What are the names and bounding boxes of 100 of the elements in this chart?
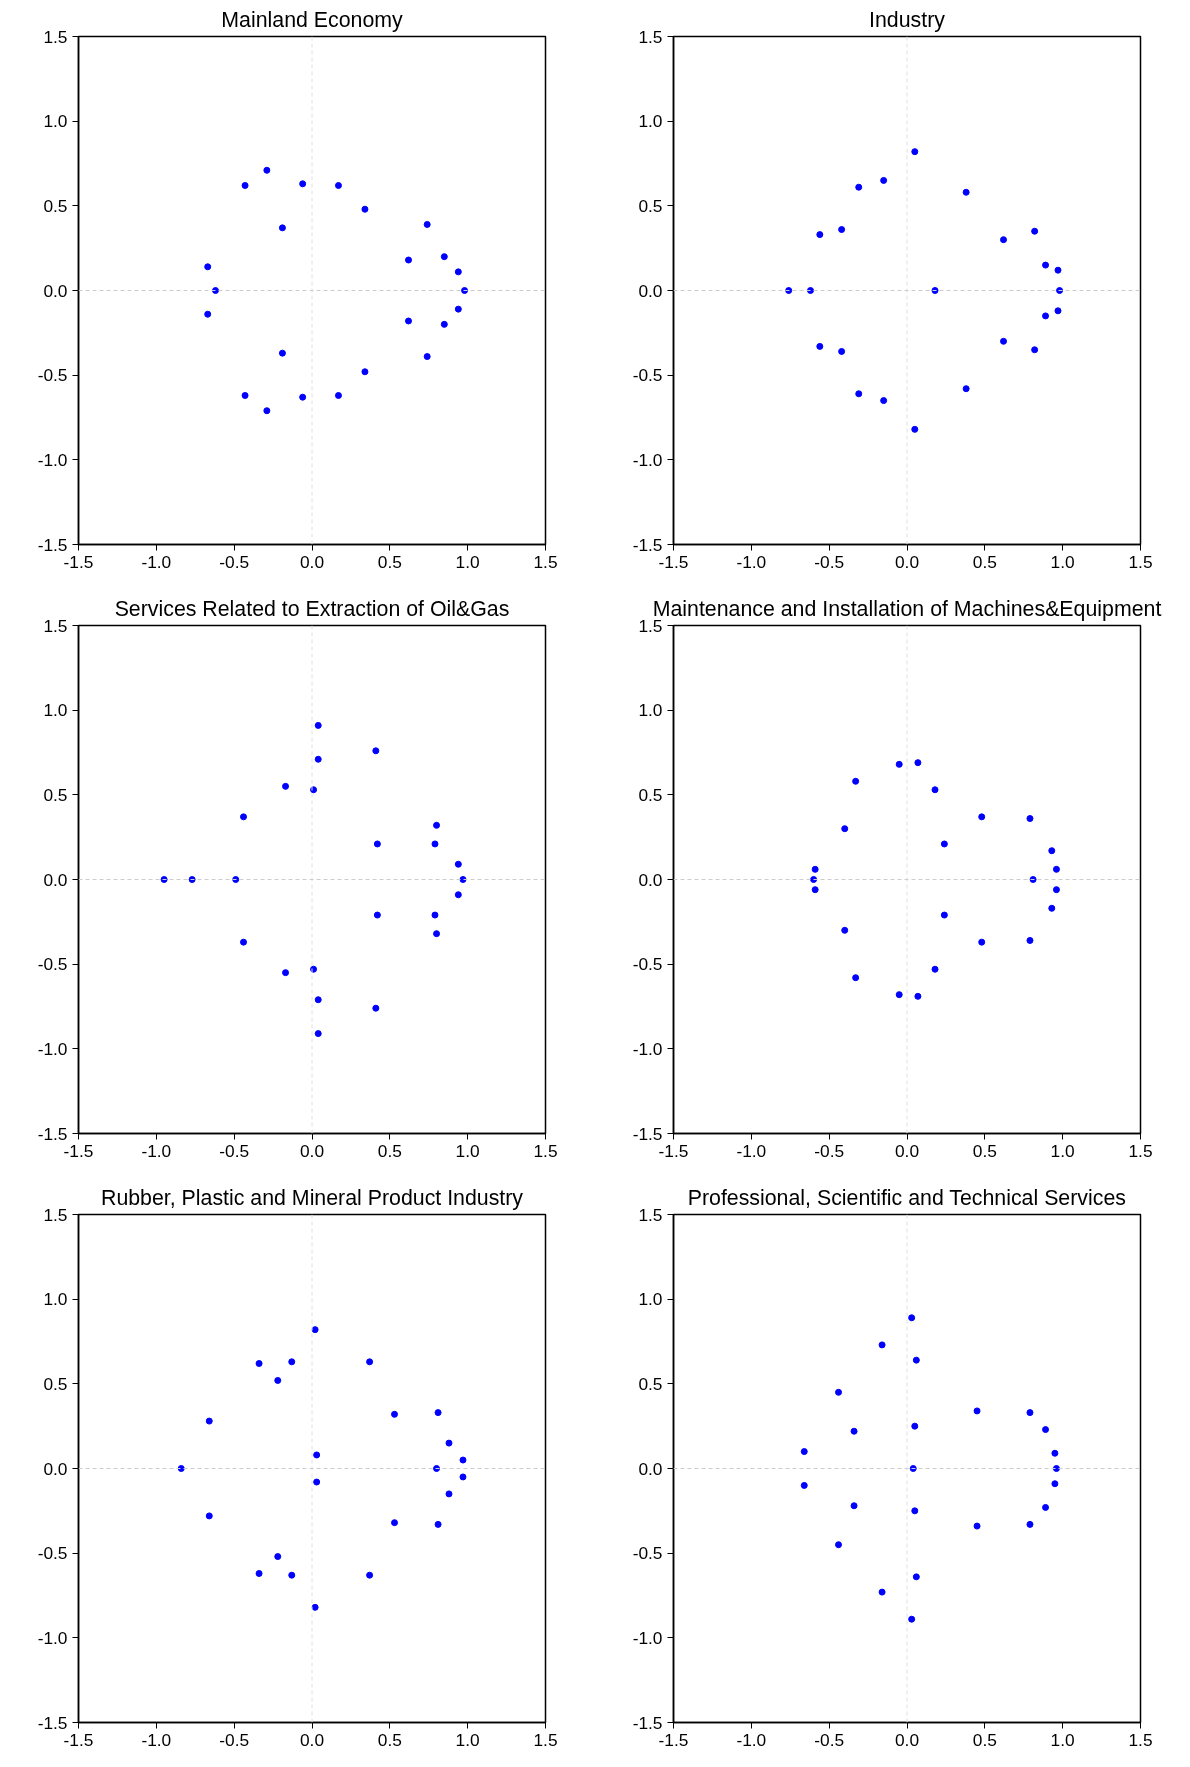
point	[405, 256, 413, 264]
x-tick-label: 0.0	[894, 551, 920, 572]
x-tick-label: 1.0	[1050, 551, 1075, 572]
point	[282, 969, 290, 977]
point	[895, 760, 903, 768]
x-tick-label: 1.5	[1128, 1729, 1153, 1750]
point	[255, 1360, 263, 1368]
point	[299, 393, 307, 401]
point	[1026, 1409, 1034, 1417]
point	[1054, 307, 1062, 315]
x-tick-label: -0.5	[814, 551, 845, 572]
point	[314, 1030, 322, 1038]
x-tick-label: 1.5	[1128, 1140, 1153, 1161]
y-tick-label: -1.0	[37, 1038, 68, 1059]
x-tick-label: 1.5	[533, 1729, 558, 1750]
point	[241, 391, 249, 399]
point	[978, 813, 986, 821]
point	[313, 1478, 321, 1486]
point	[299, 180, 307, 188]
point	[431, 911, 439, 919]
y-tick-label: 1.5	[638, 1204, 663, 1225]
point	[445, 1439, 453, 1447]
point	[878, 1341, 886, 1349]
point	[852, 974, 860, 982]
x-tick-label: -0.5	[814, 1140, 845, 1161]
y-tick-label: -0.5	[632, 954, 663, 975]
x-tick-label: 0.5	[972, 1140, 997, 1161]
point	[811, 865, 819, 873]
x-tick-label: 1.0	[1050, 1140, 1075, 1161]
y-tick-label: 0.5	[638, 784, 663, 805]
point	[391, 1410, 398, 1418]
point	[454, 268, 462, 276]
x-tick-label: 0.5	[377, 551, 402, 572]
point	[1054, 266, 1062, 274]
x-tick-label: -1.0	[141, 551, 172, 572]
point	[311, 1326, 319, 1334]
y-tick-label: 1.0	[43, 1289, 68, 1310]
point	[911, 148, 919, 156]
point	[1048, 847, 1056, 855]
x-tick-label: -1.0	[141, 1729, 172, 1750]
point	[361, 205, 369, 213]
point	[240, 813, 248, 821]
y-tick-label: -0.5	[37, 954, 68, 975]
y-tick-label: 0.5	[638, 1373, 663, 1394]
x-tick-label: 0.5	[377, 1729, 402, 1750]
point	[914, 992, 922, 1000]
x-tick-label: 1.0	[1050, 1729, 1075, 1750]
point	[1031, 346, 1039, 354]
point	[1026, 815, 1034, 823]
point	[973, 1407, 981, 1415]
point	[373, 911, 381, 919]
x-tick-label: 1.0	[455, 1140, 480, 1161]
point	[433, 930, 441, 938]
point	[433, 821, 441, 829]
point	[314, 721, 322, 729]
point	[278, 224, 286, 232]
point	[205, 1417, 213, 1425]
point	[911, 1507, 919, 1515]
point	[334, 391, 342, 399]
point	[240, 938, 248, 946]
x-tick-label: -0.5	[814, 1729, 845, 1750]
y-tick-label: 0.0	[638, 1458, 663, 1479]
y-tick-label: -0.5	[632, 365, 663, 386]
point	[434, 1520, 442, 1528]
point	[391, 1519, 398, 1527]
point	[204, 310, 212, 318]
point	[1000, 236, 1008, 244]
point	[838, 347, 846, 355]
chart-title: Industry	[869, 7, 946, 32]
y-tick-label: -1.0	[37, 1627, 68, 1648]
x-tick-label: 0.0	[894, 1140, 920, 1161]
point	[940, 840, 948, 848]
x-tick-label: 1.5	[533, 551, 558, 572]
point	[841, 825, 849, 833]
point	[1052, 886, 1060, 894]
y-tick-label: 0.5	[43, 1373, 68, 1394]
x-tick-label: -1.0	[736, 551, 767, 572]
point	[855, 390, 863, 398]
chart-title: Professional, Scientific and Technical Services	[687, 1185, 1126, 1210]
x-tick-label: 0.0	[299, 1140, 325, 1161]
y-tick-label: 0.0	[43, 1458, 68, 1479]
x-tick-label: 1.5	[533, 1140, 558, 1161]
point	[880, 397, 888, 405]
y-tick-label: -1.0	[37, 449, 68, 470]
point	[912, 1573, 920, 1581]
chart-title: Services Related to Extraction of Oil&Gas	[114, 596, 510, 621]
point	[1048, 904, 1056, 912]
point	[895, 991, 903, 999]
point	[454, 305, 462, 313]
point	[1026, 936, 1034, 944]
y-tick-label: 0.0	[43, 869, 68, 890]
y-tick-label: 0.5	[638, 195, 663, 216]
point	[912, 1356, 920, 1364]
point	[911, 425, 919, 433]
x-tick-label: 0.0	[894, 1729, 920, 1750]
point	[911, 1422, 919, 1430]
y-tick-label: 0.5	[43, 784, 68, 805]
chart-title: Rubber, Plastic and Mineral Product Industry	[100, 1185, 524, 1210]
point	[838, 226, 846, 234]
y-tick-label: 1.5	[43, 1204, 68, 1225]
